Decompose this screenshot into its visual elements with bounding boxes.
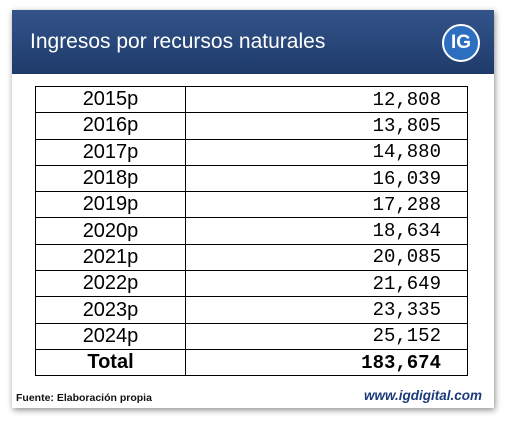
table-row: 2018p 16,039: [35, 164, 468, 193]
card: Ingresos por recursos naturales IG 2015p…: [12, 10, 494, 408]
table-row: 2023p 23,335: [35, 296, 468, 324]
title: Ingresos por recursos naturales: [30, 30, 326, 53]
table-row: 2015p 12,808: [35, 85, 468, 114]
table-row: 2021p 20,085: [35, 243, 468, 272]
website: www.igdigital.com: [363, 388, 482, 403]
year-cell: 2018p: [35, 164, 186, 193]
table-row: 2016p 13,805: [35, 112, 468, 140]
year-cell: 2024p: [35, 322, 186, 350]
value-cell: 18,634: [185, 217, 468, 245]
header: Ingresos por recursos naturales IG: [12, 10, 494, 74]
table-row: 2019p 17,288: [35, 191, 468, 219]
year-cell: 2019p: [35, 191, 186, 219]
year-cell: 2020p: [35, 217, 186, 245]
year-cell: 2022p: [35, 270, 186, 298]
value-cell: 20,085: [185, 243, 468, 272]
logo: IG: [442, 24, 480, 62]
data-table: 2015p 12,808 2016p 13,805 2017p 14,880 2018p 16…: [35, 85, 468, 377]
year-cell: 2023p: [35, 296, 186, 324]
year-cell: 2021p: [35, 243, 186, 272]
table-row: 2020p 18,634: [35, 217, 468, 245]
value-cell: 21,649: [185, 270, 468, 298]
table-row: 2017p 14,880: [35, 138, 468, 166]
table-row: 2022p 21,649: [35, 270, 468, 298]
value-cell: 25,152: [185, 322, 468, 350]
year-cell: 2017p: [35, 138, 186, 166]
value-cell: 16,039: [185, 164, 468, 193]
year-cell: Total: [35, 348, 186, 377]
table-row: 2024p 25,152: [35, 322, 468, 350]
year-cell: 2016p: [35, 112, 186, 140]
value-cell: 17,288: [185, 191, 468, 219]
value-cell: 23,335: [185, 296, 468, 324]
value-cell: 12,808: [185, 85, 468, 114]
value-cell: 13,805: [185, 112, 468, 140]
value-cell: 14,880: [185, 138, 468, 166]
year-cell: 2015p: [35, 85, 186, 114]
value-cell: 183,674: [185, 348, 468, 377]
source-note: Fuente: Elaboración propia: [16, 392, 152, 404]
total-row: Total 183,674: [35, 348, 468, 377]
